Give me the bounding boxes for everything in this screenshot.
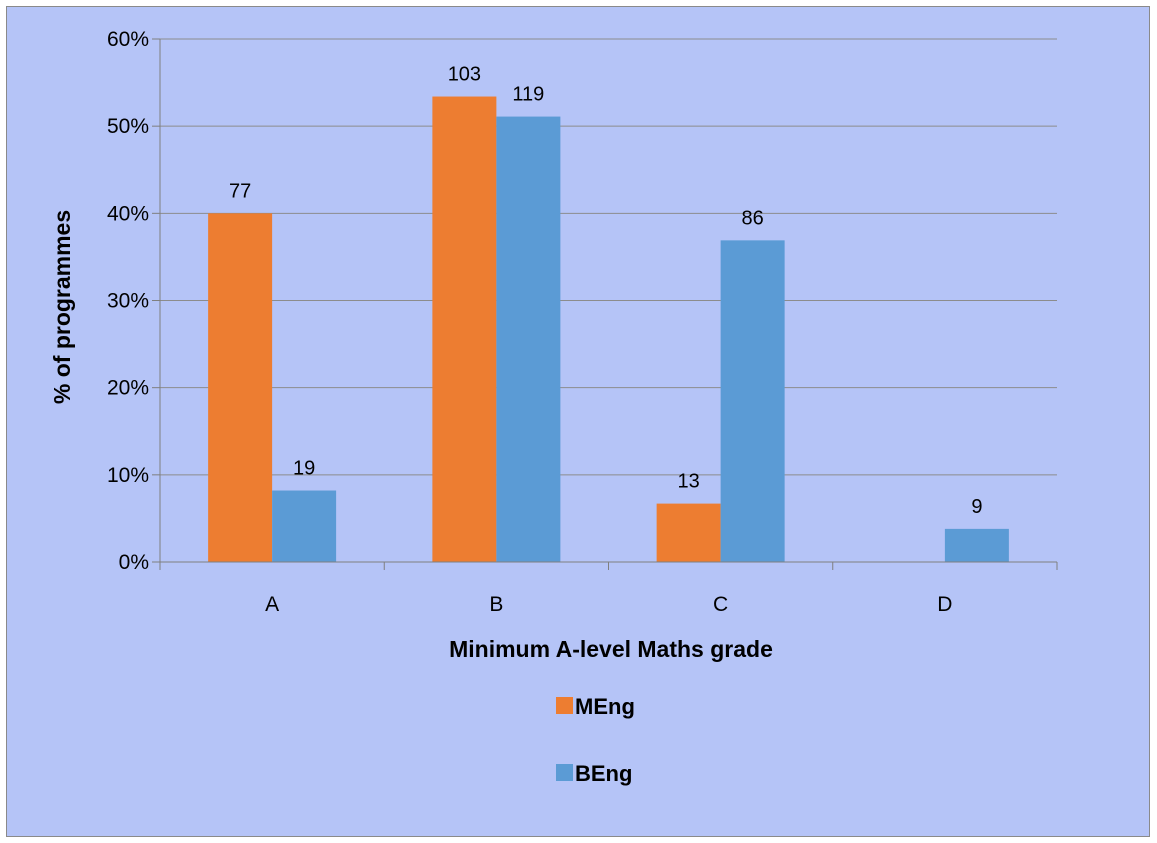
legend-label-meng: MEng bbox=[575, 694, 635, 719]
data-label: 19 bbox=[293, 458, 315, 480]
bar-beng-c bbox=[720, 240, 785, 563]
y-tick-labels: 0% 10% 20% 30% 40% 50% 60% bbox=[107, 28, 149, 574]
data-label: 9 bbox=[971, 496, 982, 518]
bar-chart: 0% 10% 20% 30% 40% 50% 60% A B C D 77 103 13 19 119 86… bbox=[49, 28, 1058, 786]
bar-meng-b bbox=[432, 96, 497, 562]
y-tick-label: 40% bbox=[107, 202, 149, 225]
bar-beng-b bbox=[496, 116, 561, 562]
x-tick-label: B bbox=[489, 593, 503, 616]
y-tick-label: 10% bbox=[107, 464, 149, 487]
bar-beng-a bbox=[272, 490, 337, 562]
gridlines bbox=[160, 38, 1057, 476]
x-tick-label: A bbox=[265, 593, 279, 616]
bars bbox=[208, 96, 1009, 563]
data-label: 103 bbox=[448, 64, 481, 86]
x-tick-label: C bbox=[713, 593, 728, 616]
x-tick-labels: A B C D bbox=[265, 593, 952, 616]
y-tick-label: 0% bbox=[119, 551, 149, 574]
data-label: 119 bbox=[512, 84, 544, 106]
x-tick-label: D bbox=[937, 593, 952, 616]
legend-swatch-meng bbox=[556, 697, 573, 714]
chart-frame: 0% 10% 20% 30% 40% 50% 60% A B C D 77 103 13 19 119 86… bbox=[6, 6, 1150, 837]
legend: MEng BEng bbox=[556, 694, 635, 786]
bar-beng-d bbox=[944, 528, 1009, 562]
axes bbox=[152, 38, 1058, 570]
x-axis-title: Minimum A-level Maths grade bbox=[449, 636, 773, 662]
data-label: 86 bbox=[742, 207, 764, 229]
bar-meng-a bbox=[208, 213, 273, 563]
data-label: 77 bbox=[229, 180, 251, 202]
y-tick-label: 60% bbox=[107, 28, 149, 51]
y-tick-label: 30% bbox=[107, 290, 149, 313]
bar-meng-c bbox=[656, 503, 721, 562]
y-tick-label: 50% bbox=[107, 115, 149, 138]
legend-label-beng: BEng bbox=[575, 761, 632, 786]
data-labels: 77 103 13 19 119 86 9 bbox=[229, 64, 982, 518]
data-label: 13 bbox=[678, 471, 700, 493]
legend-swatch-beng bbox=[556, 764, 573, 781]
y-axis-title: % of programmes bbox=[49, 210, 75, 404]
y-tick-label: 20% bbox=[107, 377, 149, 400]
